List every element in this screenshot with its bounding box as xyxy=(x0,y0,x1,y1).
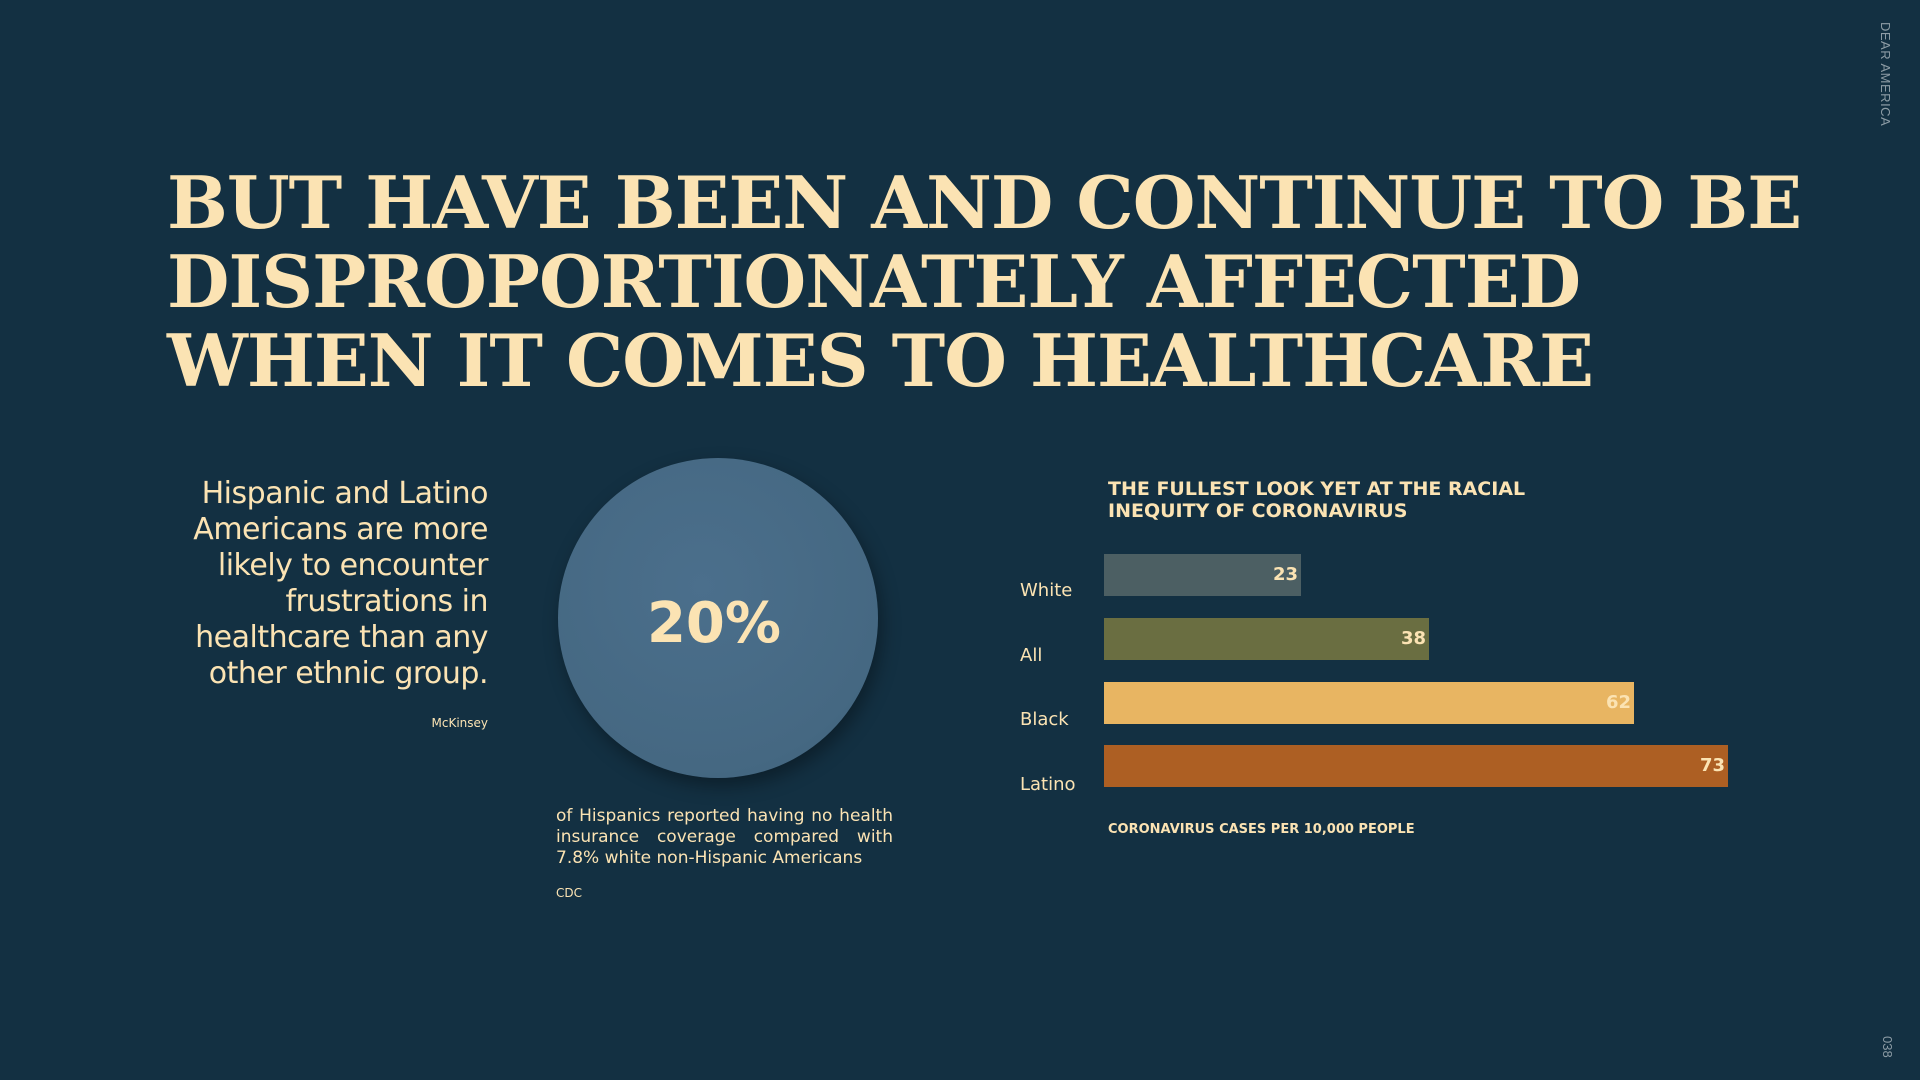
bar-label-black: Black xyxy=(1020,709,1069,730)
bar-label-white: White xyxy=(1020,580,1073,601)
bar-latino: 73 xyxy=(1104,745,1728,787)
bar-value-latino: 73 xyxy=(1699,755,1725,776)
stat-source: CDC xyxy=(556,886,582,900)
bar-black: 62 xyxy=(1104,682,1634,724)
left-statement: Hispanic and Latino Americans are more l… xyxy=(193,476,488,691)
page-number: 038 xyxy=(1880,1036,1895,1058)
chart-x-axis-label: CORONAVIRUS CASES PER 10,000 PEOPLE xyxy=(1108,822,1415,837)
stat-value: 20% xyxy=(646,590,782,656)
stat-circle: 20% xyxy=(558,458,878,778)
left-statement-block: Hispanic and Latino Americans are more l… xyxy=(150,476,488,730)
headline-line-2: DISPROPORTIONATELY AFFECTED xyxy=(167,239,1581,324)
bar-white: 23 xyxy=(1104,554,1301,596)
bar-value-white: 23 xyxy=(1272,564,1298,585)
headline: BUT HAVE BEEN AND CONTINUE TO BE DISPROP… xyxy=(167,163,1807,400)
left-source: McKinsey xyxy=(431,716,489,730)
bar-all: 38 xyxy=(1104,618,1429,660)
headline-line-3: WHEN IT COMES TO HEALTHCARE xyxy=(167,318,1594,403)
bar-label-latino: Latino xyxy=(1020,774,1076,795)
brand-label: DEAR AMERICA xyxy=(1878,22,1893,127)
stat-caption: of Hispanics reported having no health i… xyxy=(556,806,893,868)
bar-value-black: 62 xyxy=(1605,692,1631,713)
chart-title: THE FULLEST LOOK YET AT THE RACIAL INEQU… xyxy=(1108,478,1526,522)
bar-value-all: 38 xyxy=(1400,628,1426,649)
headline-line-1: BUT HAVE BEEN AND CONTINUE TO BE xyxy=(167,160,1802,245)
bar-chart: White 23 All 38 Black 62 Latino 73 xyxy=(1010,548,1840,798)
bar-label-all: All xyxy=(1020,645,1043,666)
